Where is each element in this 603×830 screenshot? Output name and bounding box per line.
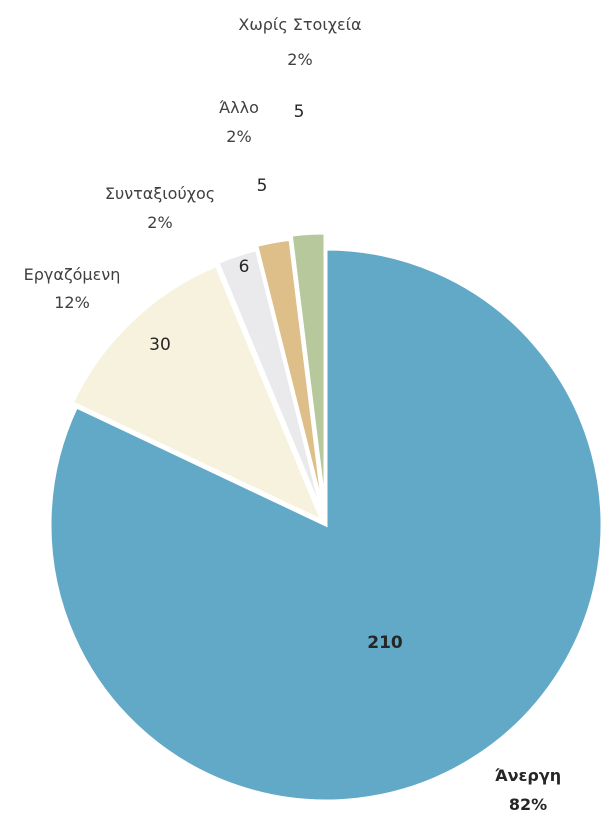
category-label-anergi: Άνεργη (495, 766, 561, 785)
value-label-syntaxiouxos: 6 (239, 257, 250, 277)
pie-slice-anergi (48, 247, 603, 803)
value-label-ergazomeni: 30 (149, 335, 171, 355)
percent-label-allo: 2% (226, 127, 251, 146)
percent-label-xoris-stoixeia: 2% (287, 50, 312, 69)
category-label-allo: Άλλο (219, 98, 259, 117)
percent-label-ergazomeni: 12% (54, 293, 90, 312)
pie-slice-xoris-stoixeia (289, 231, 327, 510)
value-label-allo: 5 (257, 176, 268, 196)
category-label-xoris-stoixeia: Χωρίς Στοιχεία (238, 15, 361, 34)
pie-slice-allo (254, 237, 326, 514)
percent-label-anergi: 82% (509, 795, 547, 814)
value-label-xoris-stoixeia: 5 (294, 102, 305, 122)
percent-label-syntaxiouxos: 2% (147, 213, 172, 232)
category-label-syntaxiouxos: Συνταξιούχος (105, 184, 215, 203)
value-label-anergi: 210 (367, 633, 403, 653)
category-label-ergazomeni: Εργαζόμενη (24, 265, 121, 284)
pie-slices (48, 231, 603, 803)
pie-slice-ergazomeni (70, 263, 325, 524)
